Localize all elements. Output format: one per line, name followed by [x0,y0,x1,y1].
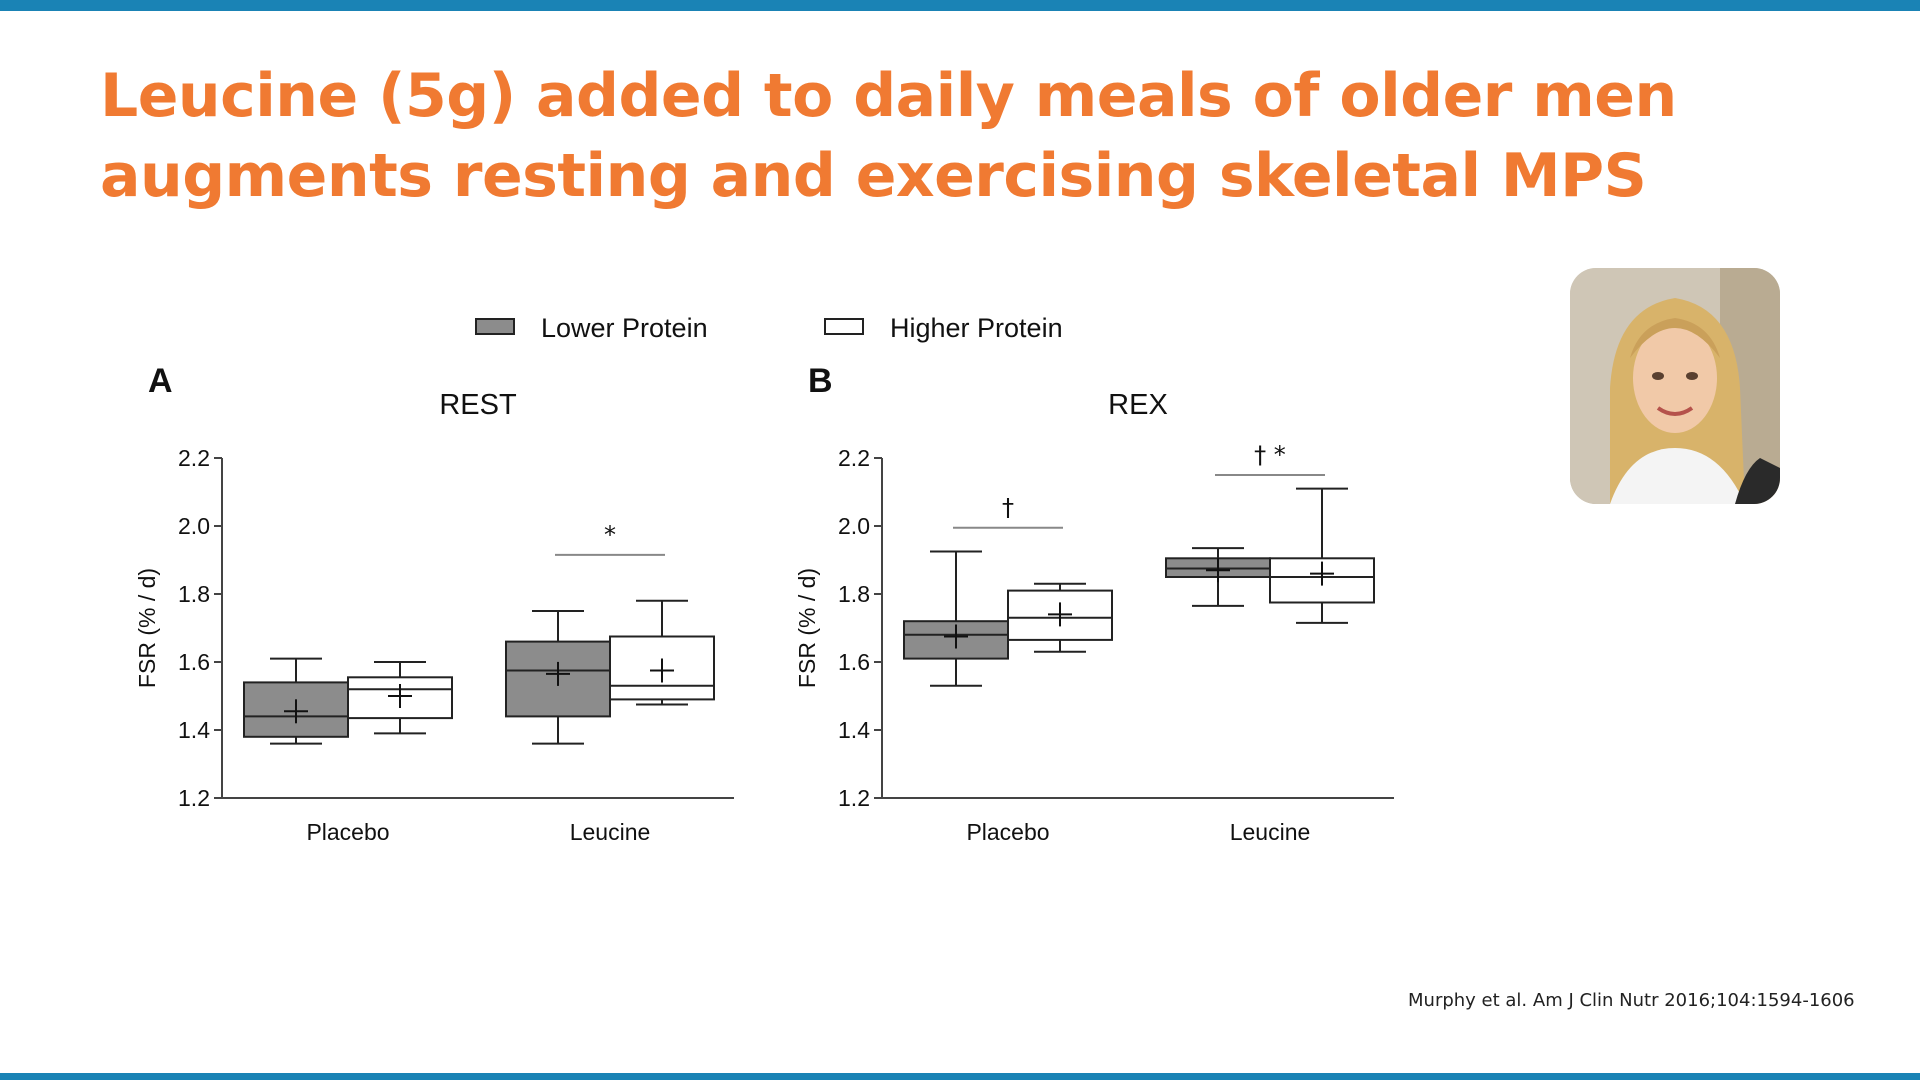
panel-a-box-leucine-lower-protein [505,610,611,745]
panel-a-box-placebo-higher-protein [347,661,453,735]
panel-a-letter: A [148,362,173,400]
panel-b-xtick-label-leucine: Leucine [1230,819,1311,845]
panel-b-ytick-label-3: 1.8 [838,581,870,607]
panel-b-annotation-0: † [1002,494,1014,522]
top-accent-bar [0,0,1920,11]
speaker-photo [1570,268,1780,504]
panel-a-chart: A REST FSR (% / d) 1.2 1.4 1.6 1.8 2.0 2.2 Placeb… [134,362,734,845]
panel-b-box-placebo-lower-protein [903,550,1009,687]
legend-label-lower-protein: Lower Protein [541,313,708,343]
panel-b-box-placebo-higher-protein [1007,582,1113,653]
panel-a-xtick-label-leucine: Leucine [570,819,651,845]
title-line-2: augments resting and exercising skeletal… [100,141,1647,211]
title-line-1: Leucine (5g) added to daily meals of old… [100,61,1677,131]
panel-a-ytick-label-2: 1.6 [178,649,210,675]
panel-a-xtick-label-placebo: Placebo [306,819,389,845]
panel-b-letter: B [808,362,833,400]
panel-a-box-placebo-lower-protein [243,657,349,745]
panel-a-box-leucine-higher-protein [609,599,715,706]
panel-b-chart: B REX FSR (% / d) 1.2 1.4 1.6 1.8 2.0 2.2 Placebo… [794,362,1394,845]
panel-a-ytick-label-0: 1.2 [178,785,210,811]
legend-label-higher-protein: Higher Protein [890,313,1063,343]
panel-b-box-leucine-higher-protein [1269,487,1375,624]
bottom-accent-bar [0,1073,1920,1080]
panel-b-ytick-label-0: 1.2 [838,785,870,811]
panel-a-ylabel: FSR (% / d) [134,568,160,688]
slide-title: Leucine (5g) added to daily meals of old… [100,56,1677,216]
panel-a-ytick-label-5: 2.2 [178,445,210,471]
panel-b-ytick-label-4: 2.0 [838,513,870,539]
panel-a-ytick-label-3: 1.8 [178,581,210,607]
panel-b-annotation-1: † * [1254,441,1286,469]
panel-a-annotation-0: * [604,521,616,549]
panel-b-ytick-label-1: 1.4 [838,717,870,743]
citation: Murphy et al. Am J Clin Nutr 2016;104:15… [1408,990,1855,1011]
legend-swatch-higher-protein [824,318,864,335]
panel-a-title: REST [439,389,517,421]
panel-b-ytick-label-5: 2.2 [838,445,870,471]
panel-b-xtick-label-placebo: Placebo [966,819,1049,845]
panel-b-ytick-label-2: 1.6 [838,649,870,675]
panel-a-ytick-label-1: 1.4 [178,717,210,743]
panel-b-box-leucine-lower-protein [1165,547,1271,607]
panel-b-ylabel: FSR (% / d) [794,568,820,688]
panel-b-title: REX [1108,389,1168,421]
panel-a-ytick-label-4: 2.0 [178,513,210,539]
legend-swatch-lower-protein [475,318,515,335]
